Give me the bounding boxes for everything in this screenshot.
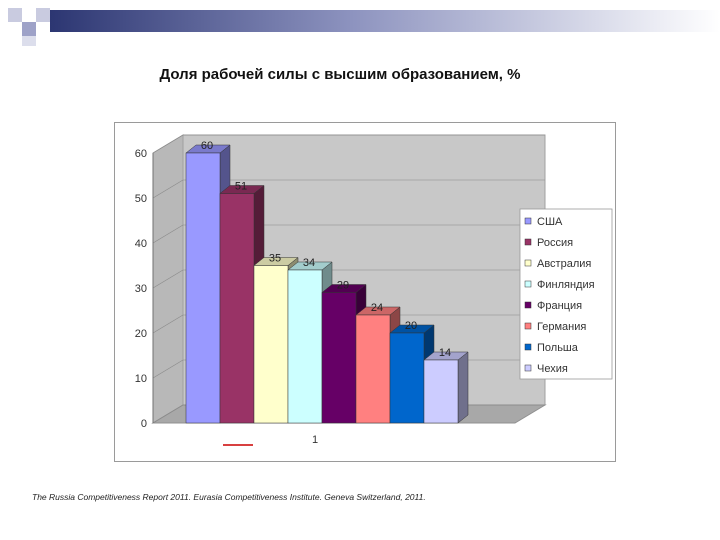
legend-swatch-0 [524, 217, 532, 225]
gridline-side [152, 224, 184, 244]
y-tick-label: 10 [135, 373, 147, 385]
data-label-5: 24 [371, 302, 383, 314]
bar-7 [423, 359, 459, 424]
data-label-4: 29 [337, 280, 349, 292]
bar-3 [287, 269, 323, 424]
bar-2 [253, 265, 289, 424]
gridline-side [152, 359, 184, 379]
legend-swatch-3 [524, 280, 532, 288]
y-tick-label: 0 [141, 418, 147, 430]
y-tick-label: 20 [135, 328, 147, 340]
legend-label-5: Германия [537, 321, 586, 333]
bar-chart: 0 10 20 30 40 50 60 60 51 35 34 29 24 20 14 1 США Россия А… [135, 134, 613, 446]
legend-label-6: Польша [537, 342, 579, 354]
legend-label-0: США [537, 216, 563, 228]
data-label-3: 34 [303, 257, 315, 269]
gridline-side [152, 134, 184, 154]
gridline-side [152, 269, 184, 289]
data-label-7: 14 [439, 347, 451, 359]
x-category-label: 1 [312, 434, 318, 446]
legend-label-4: Франция [537, 300, 582, 312]
data-label-6: 20 [405, 320, 417, 332]
data-label-2: 35 [269, 253, 281, 265]
y-tick-label: 30 [135, 283, 147, 295]
data-label-0: 60 [201, 140, 213, 152]
legend-label-7: Чехия [537, 363, 568, 375]
source-note: The Russia Competitiveness Report 2011. … [32, 492, 426, 502]
bar-1 [219, 193, 255, 424]
bar-6 [389, 332, 425, 424]
legend-swatch-1 [524, 238, 532, 246]
bar-side-7 [457, 351, 469, 424]
legend-label-1: Россия [537, 237, 573, 249]
bar-4 [321, 292, 357, 424]
gridline-side [152, 404, 184, 424]
slide-title: Доля рабочей силы с высшим образованием,… [159, 66, 521, 83]
legend-swatch-4 [524, 301, 532, 309]
data-label-1: 51 [235, 181, 247, 193]
legend-swatch-6 [524, 343, 532, 351]
gridline-side [152, 179, 184, 199]
legend-label-3: Финляндия [537, 279, 595, 291]
gridline-side [152, 314, 184, 334]
legend-swatch-5 [524, 322, 532, 330]
y-tick-label: 50 [135, 193, 147, 205]
legend-swatch-7 [524, 364, 532, 372]
slide-decoration [8, 8, 720, 46]
y-tick-label: 40 [135, 238, 147, 250]
legend-swatch-2 [524, 259, 532, 267]
legend-box [519, 208, 613, 380]
y-tick-label: 60 [135, 148, 147, 160]
legend-label-2: Австралия [537, 258, 591, 270]
bar-0 [185, 152, 221, 424]
bar-5 [355, 314, 391, 424]
chart-frame: 0 10 20 30 40 50 60 60 51 35 34 29 24 20 14 1 США Россия А… [114, 122, 616, 462]
